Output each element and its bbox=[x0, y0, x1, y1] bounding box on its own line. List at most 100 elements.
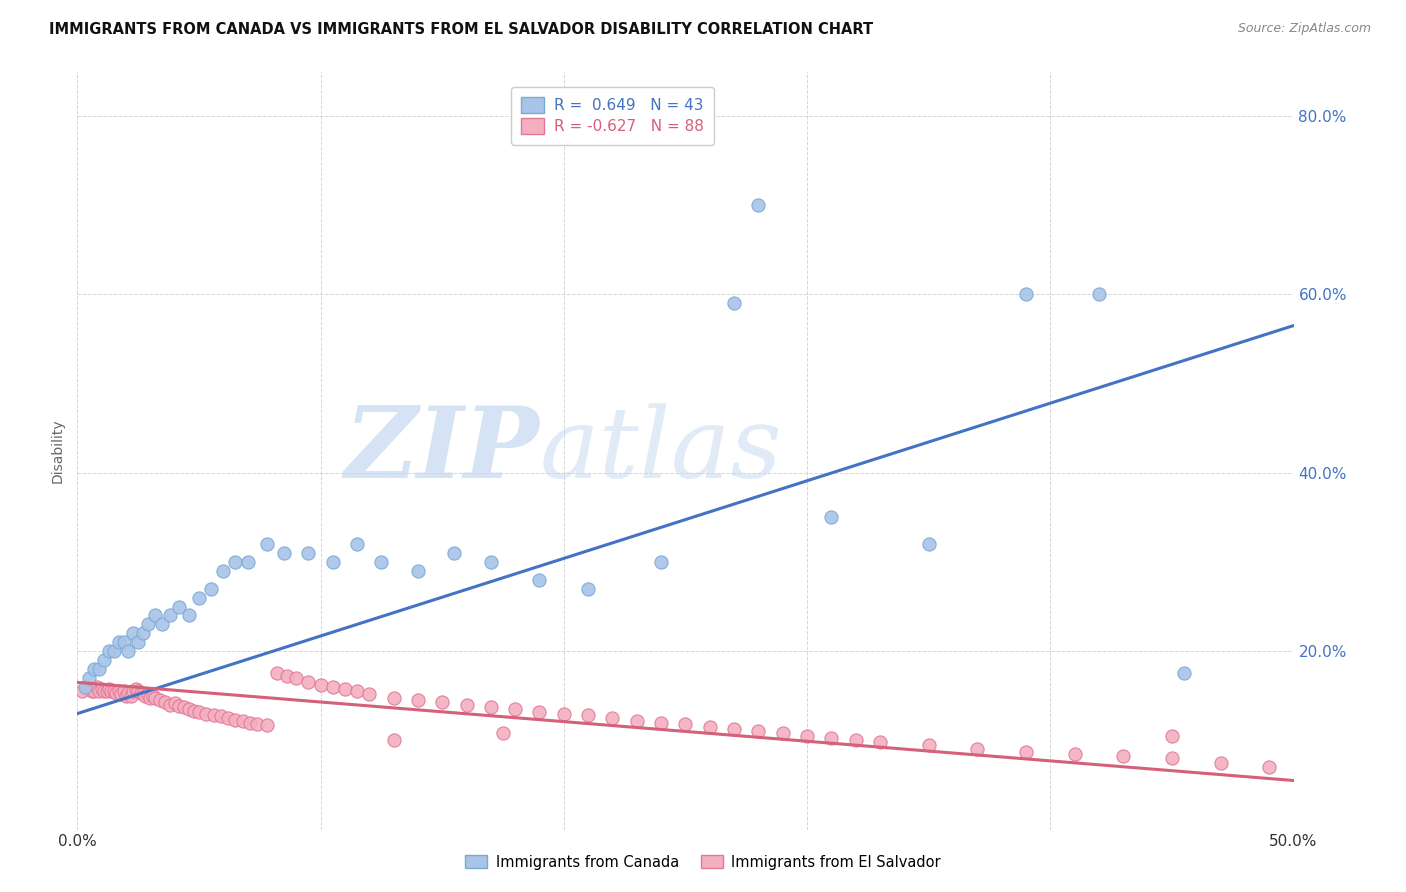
Point bbox=[129, 686, 152, 700]
Point bbox=[90, 681, 112, 696]
Point bbox=[96, 684, 118, 698]
Point bbox=[152, 617, 174, 632]
Point bbox=[86, 680, 108, 694]
Point bbox=[112, 684, 135, 698]
Point bbox=[97, 681, 120, 696]
Point bbox=[159, 698, 181, 712]
Point bbox=[382, 690, 405, 705]
Point bbox=[179, 608, 201, 623]
Point bbox=[80, 684, 103, 698]
Point bbox=[346, 684, 368, 698]
Point bbox=[127, 635, 149, 649]
Point bbox=[73, 680, 96, 694]
Point bbox=[83, 662, 105, 676]
Text: IMMIGRANTS FROM CANADA VS IMMIGRANTS FROM EL SALVADOR DISABILITY CORRELATION CHA: IMMIGRANTS FROM CANADA VS IMMIGRANTS FRO… bbox=[49, 22, 873, 37]
Point bbox=[236, 555, 259, 569]
Point bbox=[93, 684, 115, 698]
Point bbox=[918, 537, 941, 551]
Point bbox=[103, 684, 125, 698]
Point bbox=[1088, 287, 1111, 301]
Point bbox=[529, 705, 551, 719]
Point bbox=[122, 684, 145, 698]
Point bbox=[183, 704, 205, 718]
Point bbox=[1173, 666, 1195, 681]
Point bbox=[370, 555, 392, 569]
Point bbox=[149, 693, 172, 707]
Point bbox=[1112, 749, 1135, 764]
Point bbox=[869, 735, 891, 749]
Point bbox=[1161, 729, 1184, 743]
Point bbox=[125, 681, 148, 696]
Point bbox=[723, 722, 745, 736]
Point bbox=[169, 699, 191, 714]
Point bbox=[576, 708, 599, 723]
Point bbox=[239, 715, 262, 730]
Y-axis label: Disability: Disability bbox=[51, 418, 65, 483]
Point bbox=[120, 689, 142, 703]
Point bbox=[273, 546, 295, 560]
Point bbox=[285, 671, 308, 685]
Point bbox=[79, 671, 101, 685]
Point bbox=[430, 695, 453, 709]
Point bbox=[747, 724, 769, 739]
Point bbox=[110, 687, 132, 701]
Point bbox=[136, 687, 159, 701]
Point bbox=[443, 546, 465, 560]
Point bbox=[966, 742, 988, 756]
Point bbox=[456, 698, 478, 712]
Point bbox=[105, 686, 128, 700]
Point bbox=[322, 555, 344, 569]
Point bbox=[209, 709, 232, 723]
Point bbox=[918, 738, 941, 752]
Point bbox=[626, 714, 648, 728]
Point bbox=[103, 644, 125, 658]
Point bbox=[212, 564, 235, 578]
Point bbox=[179, 702, 201, 716]
Point bbox=[333, 681, 356, 696]
Point bbox=[169, 599, 191, 614]
Point bbox=[246, 717, 269, 731]
Point bbox=[346, 537, 368, 551]
Point bbox=[232, 714, 254, 728]
Legend: R =  0.649   N = 43, R = -0.627   N = 88: R = 0.649 N = 43, R = -0.627 N = 88 bbox=[510, 87, 714, 145]
Point bbox=[1209, 756, 1232, 770]
Point bbox=[699, 720, 721, 734]
Point bbox=[1015, 287, 1038, 301]
Point bbox=[602, 711, 624, 725]
Point bbox=[134, 689, 156, 703]
Point bbox=[117, 644, 139, 658]
Text: Source: ZipAtlas.com: Source: ZipAtlas.com bbox=[1237, 22, 1371, 36]
Point bbox=[107, 635, 129, 649]
Point bbox=[1258, 760, 1281, 774]
Point bbox=[83, 684, 105, 698]
Legend: Immigrants from Canada, Immigrants from El Salvador: Immigrants from Canada, Immigrants from … bbox=[460, 849, 946, 876]
Point bbox=[276, 669, 298, 683]
Point bbox=[76, 680, 98, 694]
Point bbox=[650, 715, 672, 730]
Point bbox=[132, 626, 155, 640]
Point bbox=[772, 726, 794, 740]
Point bbox=[256, 718, 278, 732]
Point bbox=[89, 662, 111, 676]
Point bbox=[256, 537, 278, 551]
Point bbox=[89, 684, 111, 698]
Point bbox=[503, 702, 526, 716]
Point bbox=[200, 582, 222, 596]
Point bbox=[406, 564, 429, 578]
Point bbox=[675, 717, 697, 731]
Point bbox=[143, 608, 166, 623]
Point bbox=[153, 695, 176, 709]
Point bbox=[650, 555, 672, 569]
Point bbox=[224, 713, 246, 727]
Point bbox=[139, 690, 162, 705]
Point bbox=[115, 689, 138, 703]
Point bbox=[1015, 745, 1038, 759]
Point bbox=[820, 510, 842, 524]
Point bbox=[553, 706, 575, 721]
Point bbox=[143, 690, 166, 705]
Point bbox=[382, 733, 405, 747]
Point bbox=[723, 296, 745, 310]
Text: atlas: atlas bbox=[540, 403, 782, 498]
Point bbox=[188, 705, 211, 719]
Point bbox=[173, 700, 195, 714]
